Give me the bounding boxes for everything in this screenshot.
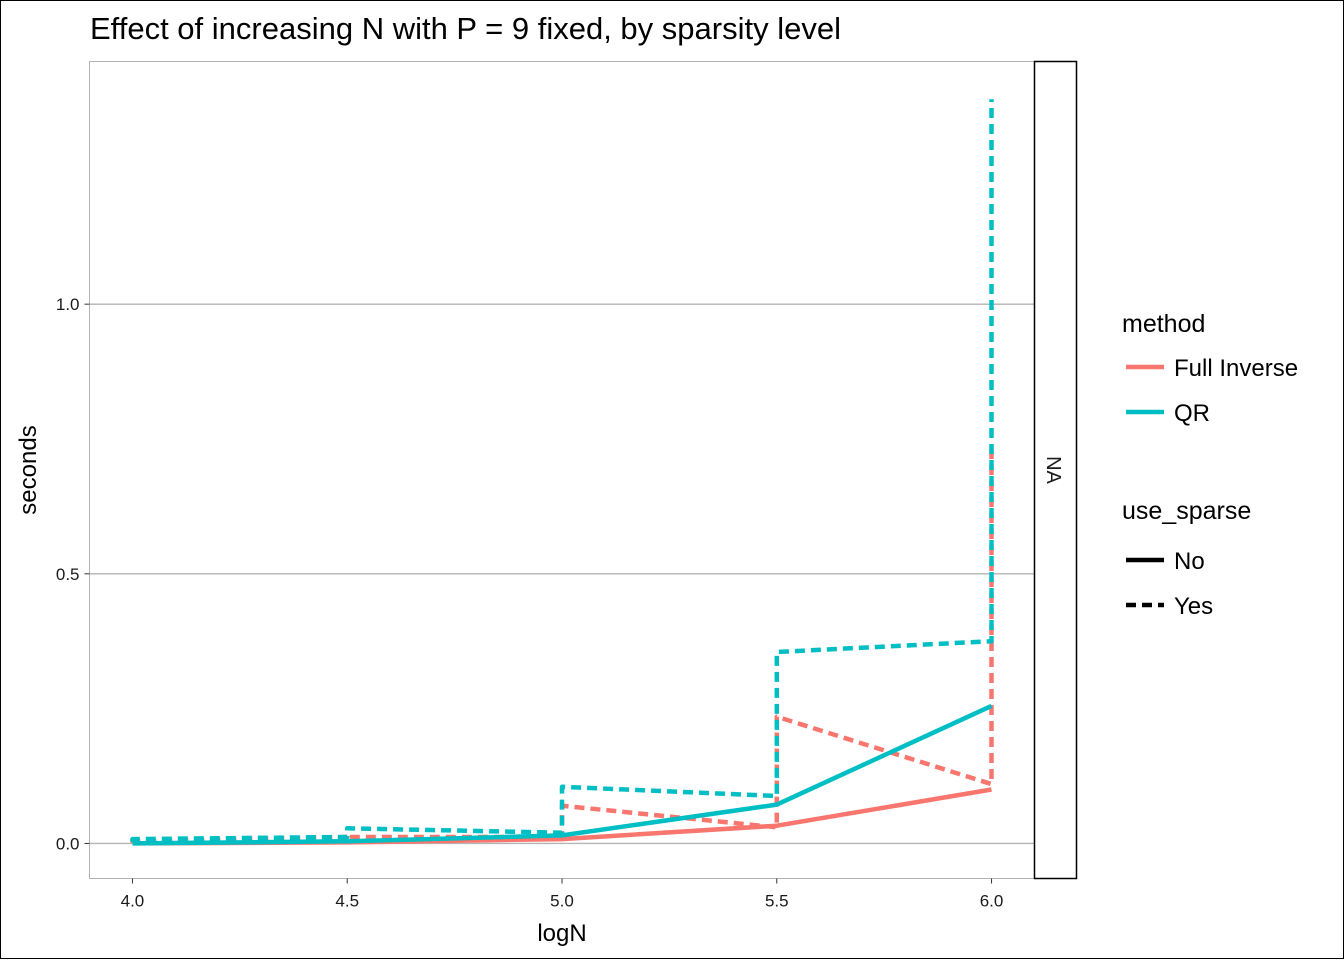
chart-title: Effect of increasing N with P = 9 fixed,… — [90, 11, 841, 46]
x-tick-label: 6.0 — [980, 892, 1004, 911]
facet-strip-label: NA — [1042, 456, 1064, 484]
y-tick-label: 1.0 — [56, 295, 80, 314]
legend-label-qr: QR — [1174, 400, 1210, 427]
plot-panel — [89, 61, 1035, 879]
y-tick-label: 0.0 — [56, 834, 80, 853]
legend-label-full-inverse: Full Inverse — [1174, 355, 1298, 382]
x-tick-label: 4.5 — [335, 892, 359, 911]
x-tick-label: 5.0 — [550, 892, 574, 911]
x-axis-label: logN — [537, 920, 586, 947]
series-line-qr-no — [132, 703, 993, 846]
x-tick-label: 5.5 — [765, 892, 789, 911]
legend-use-sparse-title: use_sparse — [1122, 497, 1251, 525]
x-axis: 4.0 4.5 5.0 5.5 6.0 — [121, 878, 1004, 911]
legend-label-yes: Yes — [1174, 593, 1213, 620]
series-line-qr-yes — [130, 99, 994, 842]
facet-strip — [1033, 60, 1078, 880]
y-tick-label: 0.5 — [56, 565, 80, 584]
y-axis-label: seconds — [15, 425, 42, 514]
y-axis: 0.0 0.5 1.0 — [56, 295, 90, 853]
x-tick-label: 4.0 — [121, 892, 145, 911]
legend-method-title: method — [1122, 310, 1205, 338]
legend: method Full Inverse QR use_sparse No Yes — [1122, 310, 1298, 620]
series-layer — [130, 99, 994, 846]
legend-label-no: No — [1174, 548, 1205, 575]
